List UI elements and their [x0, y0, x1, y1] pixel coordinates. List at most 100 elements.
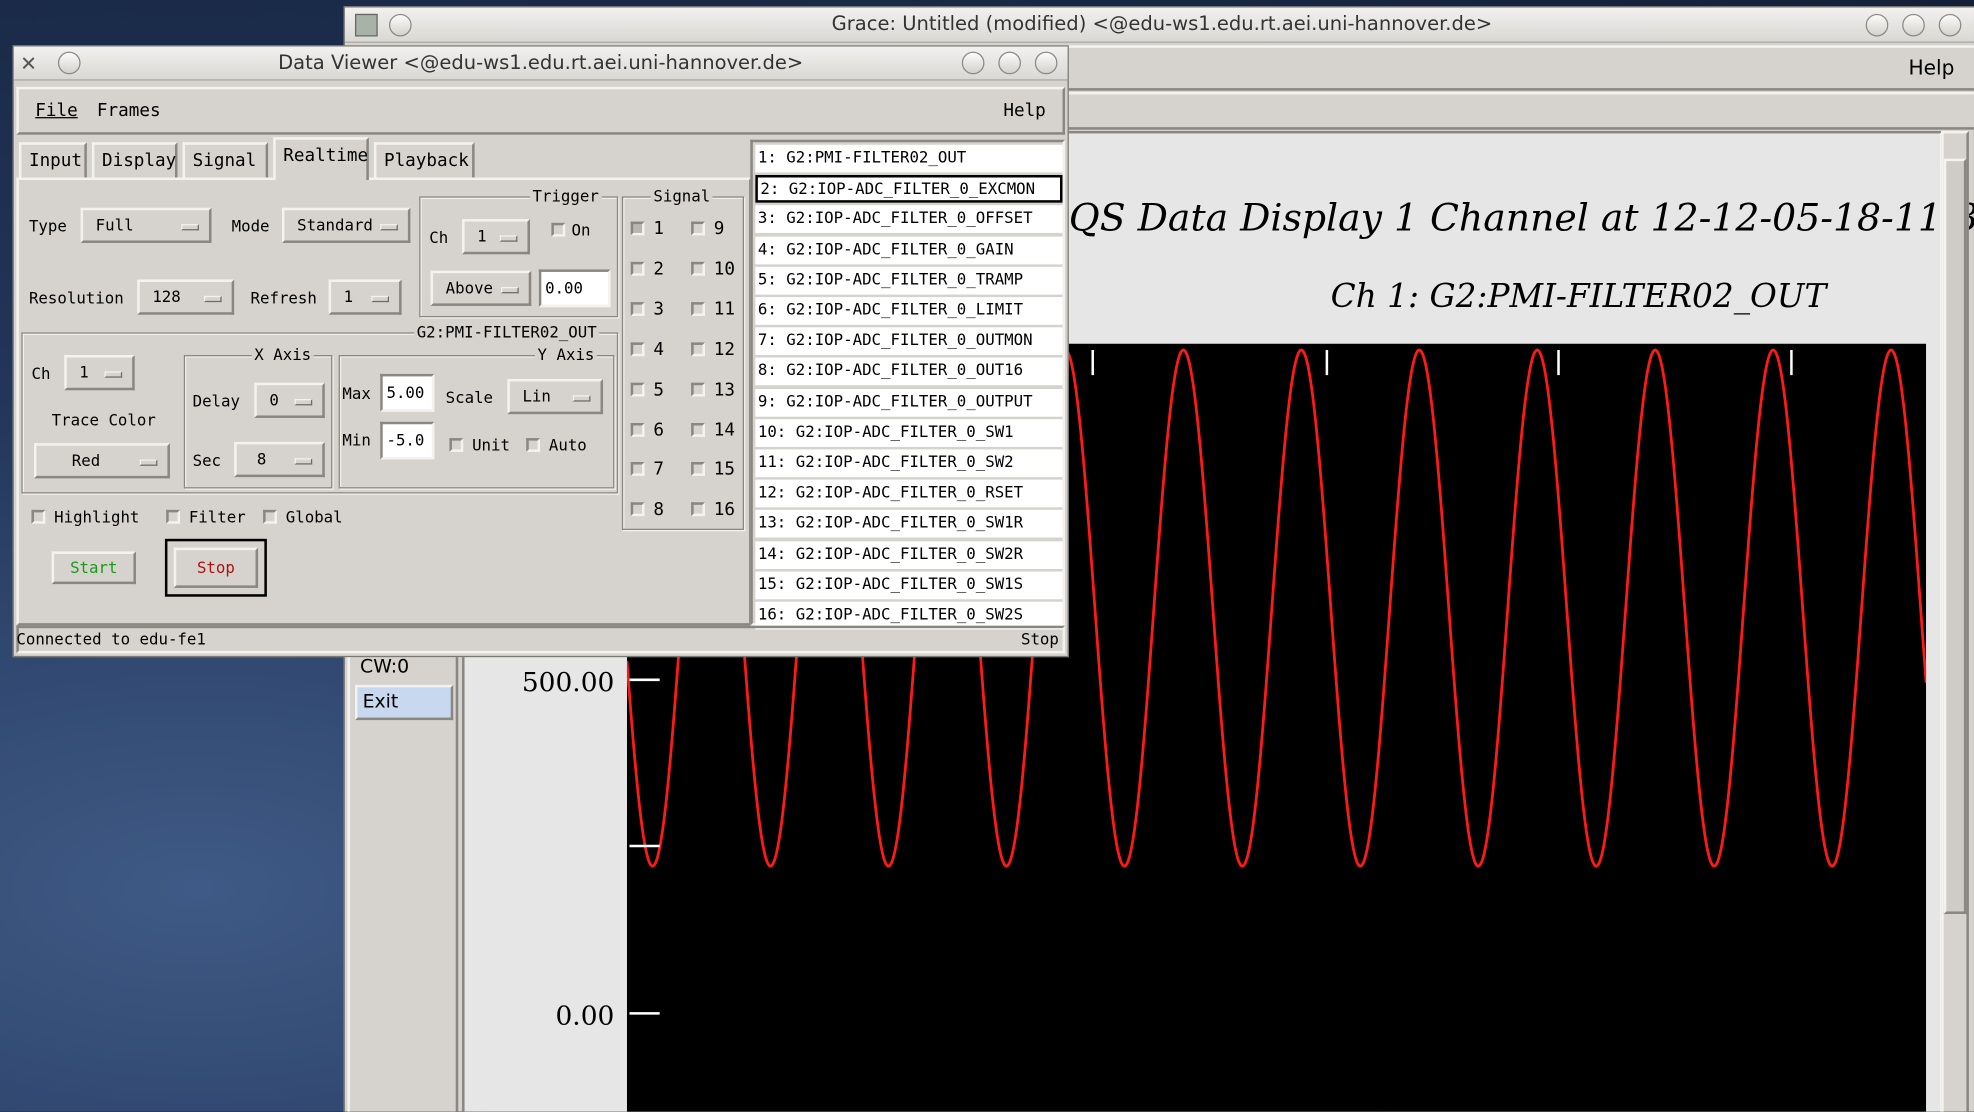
trigger-title: Trigger [530, 186, 601, 205]
app-icon[interactable]: ✕ [20, 52, 43, 75]
scale-select[interactable]: Lin [507, 379, 603, 414]
tab[interactable]: Playback [374, 142, 475, 180]
trigger-level-input[interactable]: 0.00 [539, 269, 611, 307]
signal-checkbox[interactable] [631, 222, 645, 236]
unit-checkbox[interactable] [449, 438, 463, 452]
signal-checkbox[interactable] [631, 423, 645, 437]
channel-item[interactable]: 7: G2:IOP-ADC_FILTER_0_OUTMON [755, 328, 1062, 356]
trigger-ch-select[interactable]: 1 [462, 219, 530, 254]
option-label[interactable]: Filter [189, 507, 246, 526]
trigger-ch-label: Ch [429, 228, 448, 247]
trace-color-select[interactable]: Red [34, 443, 170, 478]
signal-label: 4 [653, 340, 664, 360]
maximize-button[interactable] [1902, 14, 1925, 37]
menu-button[interactable] [58, 52, 81, 75]
tab[interactable]: Realtime [273, 137, 369, 180]
signal-label: 10 [714, 259, 735, 279]
signal-label: 1 [653, 219, 664, 239]
signal-label: 3 [653, 300, 664, 320]
mode-select[interactable]: Standard [282, 208, 410, 243]
frames-menu[interactable]: Frames [97, 101, 161, 121]
scale-label: Scale [446, 388, 493, 407]
channel-item[interactable]: 14: G2:IOP-ADC_FILTER_0_SW2R [755, 541, 1062, 569]
signal-checkbox[interactable] [631, 262, 645, 276]
channel-item[interactable]: 5: G2:IOP-ADC_FILTER_0_TRAMP [755, 267, 1062, 295]
trigger-on-checkbox[interactable] [551, 223, 565, 237]
help-menu[interactable]: Help [1908, 55, 1954, 79]
signal-checkbox[interactable] [631, 342, 645, 356]
signal-checkbox[interactable] [631, 462, 645, 476]
maximize-button[interactable] [998, 52, 1021, 75]
tab[interactable]: Signal [183, 142, 269, 180]
signal-checkbox[interactable] [691, 222, 705, 236]
channel-item[interactable]: 6: G2:IOP-ADC_FILTER_0_LIMIT [755, 297, 1062, 325]
menu-button[interactable] [389, 14, 412, 37]
signal-checkbox[interactable] [631, 502, 645, 516]
signal-checkbox[interactable] [691, 423, 705, 437]
signal-label: 14 [714, 420, 735, 440]
channel-item[interactable]: 9: G2:IOP-ADC_FILTER_0_OUTPUT [755, 388, 1062, 416]
signal-checkbox[interactable] [691, 302, 705, 316]
type-select[interactable]: Full [81, 208, 212, 243]
signal-checkbox[interactable] [631, 383, 645, 397]
auto-checkbox[interactable] [526, 438, 540, 452]
minimize-button[interactable] [962, 52, 985, 75]
option-checkbox[interactable] [166, 510, 180, 524]
signal-group [622, 196, 744, 530]
refresh-select[interactable]: 1 [329, 279, 402, 314]
trigger-direction-select[interactable]: Above [431, 271, 532, 306]
tab[interactable]: Input [19, 142, 87, 180]
x-axis-title: X Axis [252, 345, 314, 364]
signal-checkbox[interactable] [631, 302, 645, 316]
option-checkbox[interactable] [263, 510, 277, 524]
refresh-label: Refresh [251, 288, 317, 307]
resolution-label: Resolution [29, 288, 124, 307]
channel-item[interactable]: 3: G2:IOP-ADC_FILTER_0_OFFSET [755, 206, 1062, 234]
signal-checkbox[interactable] [691, 262, 705, 276]
minimize-button[interactable] [1866, 14, 1889, 37]
channel-item[interactable]: 15: G2:IOP-ADC_FILTER_0_SW1S [755, 571, 1062, 599]
signal-label: 13 [714, 380, 735, 400]
resolution-select[interactable]: 128 [137, 279, 234, 314]
auto-label: Auto [549, 436, 587, 455]
y-axis-title: Y Axis [535, 345, 597, 364]
option-label[interactable]: Global [286, 507, 343, 526]
channel-item[interactable]: 12: G2:IOP-ADC_FILTER_0_RSET [755, 480, 1062, 508]
signal-label: 5 [653, 380, 664, 400]
signal-checkbox[interactable] [691, 342, 705, 356]
file-menu[interactable]: File [35, 101, 77, 121]
grace-titlebar: Grace: Untitled (modified) <@edu-ws1.edu… [345, 8, 1974, 43]
tab[interactable]: Display [92, 142, 178, 180]
trace-ch-select[interactable]: 1 [64, 355, 134, 390]
grace-title: Grace: Untitled (modified) <@edu-ws1.edu… [832, 13, 1493, 36]
signal-label: 16 [714, 500, 735, 520]
signal-checkbox[interactable] [691, 383, 705, 397]
channel-item[interactable]: 4: G2:IOP-ADC_FILTER_0_GAIN [755, 236, 1062, 264]
delay-select[interactable]: 0 [254, 383, 324, 418]
min-label: Min [342, 431, 370, 450]
channel-item[interactable]: 2: G2:IOP-ADC_FILTER_0_EXCMON [755, 175, 1062, 203]
close-button[interactable] [1939, 14, 1962, 37]
signal-checkbox[interactable] [691, 502, 705, 516]
signal-checkbox[interactable] [691, 462, 705, 476]
channel-item[interactable]: 8: G2:IOP-ADC_FILTER_0_OUT16 [755, 358, 1062, 386]
y-tick-label: 0.00 [496, 1001, 614, 1031]
sec-select[interactable]: 8 [234, 442, 325, 477]
channel-item[interactable]: 1: G2:PMI-FILTER02_OUT [755, 145, 1062, 173]
help-menu[interactable]: Help [1003, 101, 1045, 121]
exit-button[interactable]: Exit [355, 685, 453, 720]
channel-item[interactable]: 13: G2:IOP-ADC_FILTER_0_SW1R [755, 510, 1062, 538]
channel-item[interactable]: 11: G2:IOP-ADC_FILTER_0_SW2 [755, 449, 1062, 477]
min-input[interactable]: -5.0 [380, 422, 434, 460]
channel-item[interactable]: 10: G2:IOP-ADC_FILTER_0_SW1 [755, 419, 1062, 447]
close-button[interactable] [1035, 52, 1058, 75]
option-label[interactable]: Highlight [54, 507, 139, 526]
app-icon[interactable] [355, 14, 378, 37]
desktop: Grace: Untitled (modified) <@edu-ws1.edu… [0, 0, 1974, 1112]
start-button[interactable]: Start [52, 551, 136, 584]
option-checkbox[interactable] [31, 510, 45, 524]
stop-button[interactable]: Stop [174, 548, 258, 588]
scrollbar-thumb[interactable] [1944, 159, 1967, 914]
max-input[interactable]: 5.00 [380, 374, 434, 412]
type-label: Type [29, 217, 67, 236]
